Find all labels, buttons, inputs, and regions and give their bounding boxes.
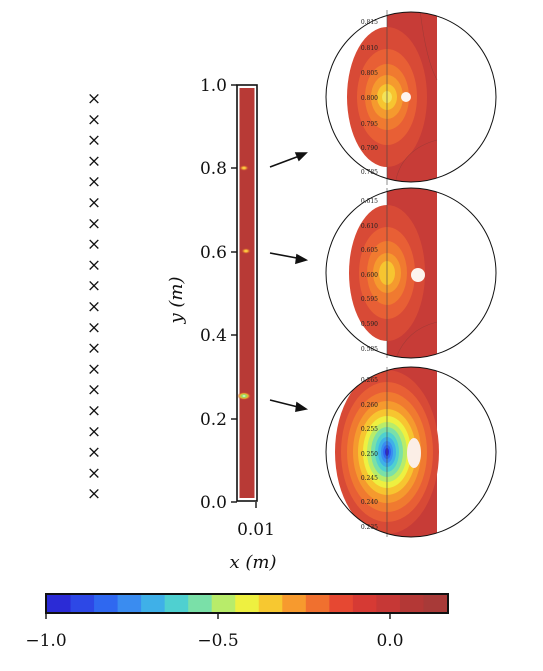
colorbar-cell (329, 595, 354, 612)
colorbar-cell (258, 595, 283, 612)
colorbar-cell (211, 595, 236, 612)
zoom3-tick-5: 0.240 (361, 499, 378, 506)
zoom3-tick-4: 0.245 (361, 475, 378, 482)
zoom2-tick-6: 0.585 (361, 346, 378, 353)
y-axis: 1.0 0.8 0.6 0.4 0.2 0.0 y (m) (166, 76, 237, 513)
marker-x: × (87, 255, 101, 275)
marker-x: × (87, 214, 101, 234)
colorbar-cell (47, 595, 72, 612)
zoom1-tick-4: 0.795 (361, 121, 378, 128)
y-tick-0.2: 0.2 (200, 410, 227, 430)
colorbar: −1.0 −0.5 0.0 (25, 593, 449, 651)
marker-x: × (87, 401, 101, 421)
colorbar-cell (141, 595, 166, 612)
marker-x: × (87, 276, 101, 296)
zoom3-tick-2: 0.255 (361, 426, 378, 433)
colorbar-cell (282, 595, 307, 612)
y-tick-0.0: 0.0 (200, 493, 227, 513)
colorbar-tick-neg05: −0.5 (197, 631, 238, 651)
zoom-ticks-0.6: 0.615 0.610 0.605 0.600 0.595 0.590 0.58… (361, 198, 378, 353)
x-tick-0.01: 0.01 (237, 520, 275, 540)
marker-x: × (87, 484, 101, 504)
y-axis-label: y (m) (166, 276, 187, 324)
zoom2-tick-2: 0.605 (361, 247, 378, 254)
zoom1-tick-6: 0.785 (361, 169, 378, 176)
zoom3-tick-6: 0.235 (361, 524, 378, 531)
colorbar-cell (376, 595, 401, 612)
x-axis: 0.01 x (m) (230, 502, 277, 573)
zoom1-tick-0: 0.815 (361, 19, 378, 26)
colorbar-frame (45, 593, 449, 614)
hotspot-0.6 (241, 248, 251, 254)
colorbar-tick-0: 0.0 (376, 631, 403, 651)
hotspot-0.8 (239, 165, 249, 171)
colorbar-cell (235, 595, 260, 612)
zoom-ticks-0.25: 0.265 0.260 0.255 0.250 0.245 0.240 0.23… (361, 377, 378, 531)
marker-x: × (87, 89, 101, 109)
main-domain (236, 84, 258, 502)
marker-column: ×××××××××××××××××××× (87, 89, 101, 504)
zoom3-tick-3: 0.250 (361, 451, 378, 458)
marker-x: × (87, 131, 101, 151)
marker-x: × (87, 422, 101, 442)
zoom-ticks-0.8: 0.815 0.810 0.805 0.800 0.795 0.790 0.78… (361, 19, 378, 176)
zoom2-tick-5: 0.590 (361, 321, 378, 328)
marker-x: × (87, 380, 101, 400)
marker-x: × (87, 443, 101, 463)
zoom1-tick-1: 0.810 (361, 45, 378, 52)
marker-x: × (87, 463, 101, 483)
marker-x: × (87, 359, 101, 379)
colorbar-cell (164, 595, 189, 612)
colorbar-cell (352, 595, 377, 612)
zoom-circle-0.6: 0.615 0.610 0.605 0.600 0.595 0.590 0.58… (325, 187, 497, 359)
colorbar-cell (423, 595, 448, 612)
colorbar-tick-neg1: −1.0 (25, 631, 66, 651)
marker-x: × (87, 235, 101, 255)
zoom2-tick-4: 0.595 (361, 296, 378, 303)
marker-x: × (87, 297, 101, 317)
colorbar-cell (70, 595, 95, 612)
zoom-circle-0.25: 0.265 0.260 0.255 0.250 0.245 0.240 0.23… (325, 366, 497, 538)
zoom1-tick-5: 0.790 (361, 145, 378, 152)
field-strip (239, 88, 255, 498)
colorbar-cell (188, 595, 213, 612)
zoom2-tick-0: 0.615 (361, 198, 378, 205)
marker-x: × (87, 110, 101, 130)
y-tick-0.6: 0.6 (200, 243, 227, 263)
zoom3-tick-0: 0.265 (361, 377, 378, 384)
marker-x: × (87, 339, 101, 359)
marker-x: × (87, 172, 101, 192)
colorbar-cells (47, 595, 448, 612)
y-tick-0.8: 0.8 (200, 159, 227, 179)
x-axis-label: x (m) (230, 552, 277, 573)
zoom1-tick-2: 0.805 (361, 70, 378, 77)
marker-x: × (87, 318, 101, 338)
zoom-circle-0.8: 0.815 0.810 0.805 0.800 0.795 0.790 0.78… (325, 10, 497, 185)
marker-x: × (87, 151, 101, 171)
zoom2-tick-1: 0.610 (361, 223, 378, 230)
colorbar-cell (117, 595, 142, 612)
colorbar-cell (305, 595, 330, 612)
colorbar-cell (399, 595, 424, 612)
y-tick-0.4: 0.4 (200, 326, 227, 346)
marker-x: × (87, 193, 101, 213)
hotspot-0.25 (237, 392, 251, 400)
zoom3-tick-1: 0.260 (361, 402, 378, 409)
zoom1-tick-3: 0.800 (361, 95, 378, 102)
zoom-arrows (269, 152, 309, 413)
colorbar-cell (94, 595, 119, 612)
zoom2-tick-3: 0.600 (361, 272, 378, 279)
y-tick-1.0: 1.0 (200, 76, 227, 96)
